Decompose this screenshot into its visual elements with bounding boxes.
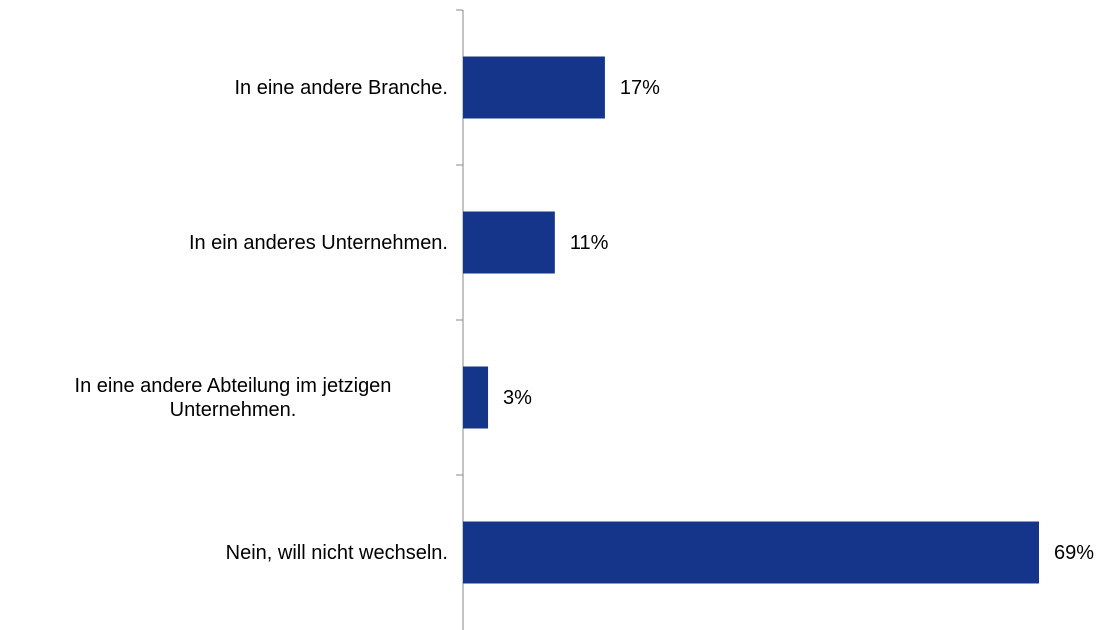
bar xyxy=(463,366,489,429)
category-label: In ein anderes Unternehmen. xyxy=(10,203,448,283)
bar xyxy=(463,56,605,119)
data-label: 11% xyxy=(570,232,609,254)
category-text: In ein anderes Unternehmen. xyxy=(188,231,448,254)
category-text: Nein, will nicht wechseln. xyxy=(225,541,448,564)
category-label: Nein, will nicht wechseln. xyxy=(10,513,448,593)
category-text: In eine andere Abteilung im jetzigen Unt… xyxy=(74,374,392,421)
category-label: In eine andere Branche. xyxy=(10,48,449,128)
bar xyxy=(463,521,1039,584)
data-label: 17% xyxy=(620,77,660,99)
data-label: 3% xyxy=(503,387,532,409)
category-text: In eine andere Branche. xyxy=(234,76,449,99)
data-label: 69% xyxy=(1054,542,1094,564)
category-label: In eine andere Abteilung im jetzigen Unt… xyxy=(10,358,448,438)
bar xyxy=(463,211,555,274)
